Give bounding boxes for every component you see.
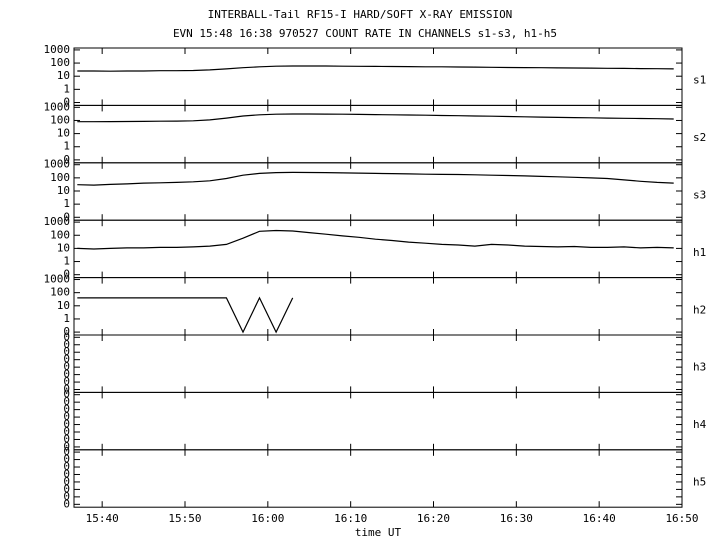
y-tick-label: 100 [50,56,70,69]
y-tick-label: 1 [63,312,70,325]
data-line [77,113,674,123]
y-tick-label: 0 [63,410,70,423]
x-tick-label: 15:40 [86,512,119,525]
y-tick-label: 10 [57,127,70,140]
y-tick-label: 0 [63,432,70,445]
y-tick-label: 1 [63,255,70,268]
y-tick-label: 0 [63,453,70,466]
y-tick-label: 0 [63,268,70,281]
y-tick-label: 0 [63,383,70,396]
data-line [77,229,674,250]
y-tick-label: 0 [63,482,70,495]
y-tick-label: 0 [63,497,70,510]
panel-frame [73,334,683,393]
y-tick-label: 0 [63,460,70,473]
x-tick-label: 16:10 [334,512,367,525]
y-tick-label: 0 [63,418,70,431]
panel-name: s1 [693,74,706,87]
y-tick-label: 0 [63,395,70,408]
data-line [77,171,674,186]
y-tick-label: 0 [63,360,70,373]
data-line [77,296,294,334]
y-tick-label: 100 [50,228,70,241]
y-tick-label: 0 [63,375,70,388]
y-tick-label: 0 [63,330,70,343]
panel-frame [73,449,683,508]
y-tick-label: 0 [63,440,70,453]
y-tick-label: 100 [50,171,70,184]
x-tick-label: 16:50 [665,512,698,525]
y-tick-label: 10 [57,184,70,197]
y-tick-label: 0 [63,210,70,223]
panel-frame [73,391,683,451]
y-tick-label: 0 [63,338,70,351]
y-tick-label: 0 [63,467,70,480]
panel-name: s2 [693,131,706,144]
chart-title: INTERBALL-Tail RF15-I HARD/SOFT X-RAY EM… [208,8,513,21]
y-tick-label: 0 [63,153,70,166]
y-tick-label: 0 [63,95,70,108]
y-tick-label: 100 [50,113,70,126]
panel-frame [73,47,683,106]
y-tick-label: 1 [63,140,70,153]
panel-name: h4 [693,418,707,431]
y-tick-label: 1000 [44,158,71,171]
x-tick-label: 16:20 [417,512,450,525]
y-tick-label: 0 [63,475,70,488]
panel-frame [73,162,683,221]
y-tick-label: 0 [63,403,70,416]
y-tick-label: 0 [63,388,70,401]
x-tick-label: 16:30 [500,512,533,525]
x-tick-label: 16:40 [583,512,616,525]
y-tick-label: 0 [63,425,70,438]
y-tick-label: 0 [63,345,70,358]
x-tick-label: 15:50 [168,512,201,525]
panel-name: h3 [693,361,706,374]
y-tick-label: 0 [63,445,70,458]
x-axis-label: time UT [355,526,402,539]
panel-name: s3 [693,189,706,202]
panel-name: h1 [693,246,706,259]
panel-frame [73,219,683,279]
y-tick-label: 1 [63,82,70,95]
y-tick-label: 0 [63,490,70,503]
y-tick-label: 10 [57,241,70,254]
y-tick-label: 1000 [44,215,71,228]
y-tick-label: 10 [57,299,70,312]
panel-name: h2 [693,303,706,316]
data-line [77,65,674,72]
y-tick-label: 1000 [44,273,71,286]
y-tick-label: 10 [57,69,70,82]
chart-subtitle: EVN 15:48 16:38 970527 COUNT RATE IN CHA… [173,27,557,40]
y-tick-label: 0 [63,353,70,366]
y-tick-label: 0 [63,325,70,338]
y-tick-label: 1000 [44,100,71,113]
y-tick-label: 0 [63,368,70,381]
y-tick-label: 100 [50,286,70,299]
panel-name: h5 [693,476,706,489]
panel-frame [73,277,683,336]
y-tick-label: 1 [63,197,70,210]
x-tick-label: 16:00 [251,512,284,525]
y-tick-label: 1000 [44,43,71,56]
panel-frame [73,104,683,164]
